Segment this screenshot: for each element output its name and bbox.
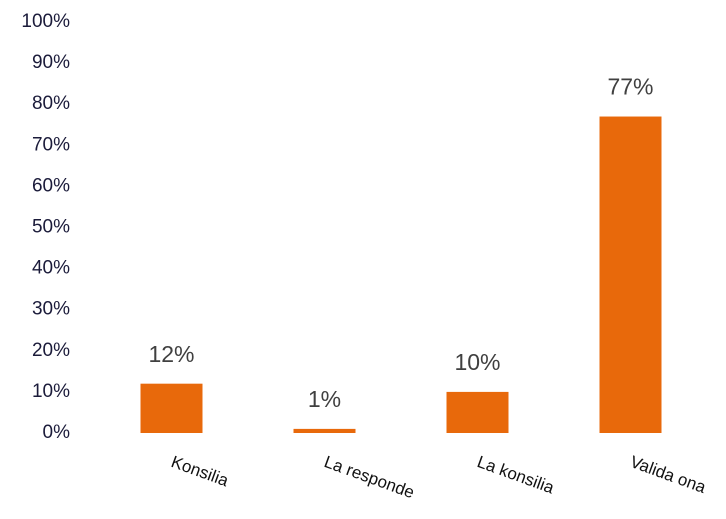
y-tick-label: 0% bbox=[43, 422, 71, 443]
y-tick-label: 80% bbox=[32, 93, 70, 114]
x-tick-label: Valida ona bbox=[628, 452, 709, 497]
y-tick-label: 60% bbox=[32, 175, 70, 196]
y-tick-label: 10% bbox=[32, 381, 70, 402]
y-tick-label: 40% bbox=[32, 258, 70, 279]
x-tick-label: La konsilia bbox=[475, 452, 557, 498]
value-label: 1% bbox=[308, 386, 341, 412]
value-label: 10% bbox=[454, 349, 500, 375]
bar bbox=[140, 383, 203, 433]
bar bbox=[293, 428, 356, 433]
y-tick-label: 100% bbox=[21, 11, 70, 32]
bar bbox=[446, 391, 509, 433]
y-tick-label: 30% bbox=[32, 299, 70, 320]
value-label: 12% bbox=[148, 341, 194, 367]
bar bbox=[599, 116, 662, 433]
y-tick-label: 50% bbox=[32, 217, 70, 238]
x-tick-label: Konsilia bbox=[169, 452, 232, 490]
y-tick-label: 90% bbox=[32, 52, 70, 73]
value-label: 77% bbox=[607, 74, 653, 100]
y-tick-label: 70% bbox=[32, 134, 70, 155]
x-tick-label: La responde bbox=[322, 452, 417, 502]
y-tick-label: 20% bbox=[32, 340, 70, 361]
